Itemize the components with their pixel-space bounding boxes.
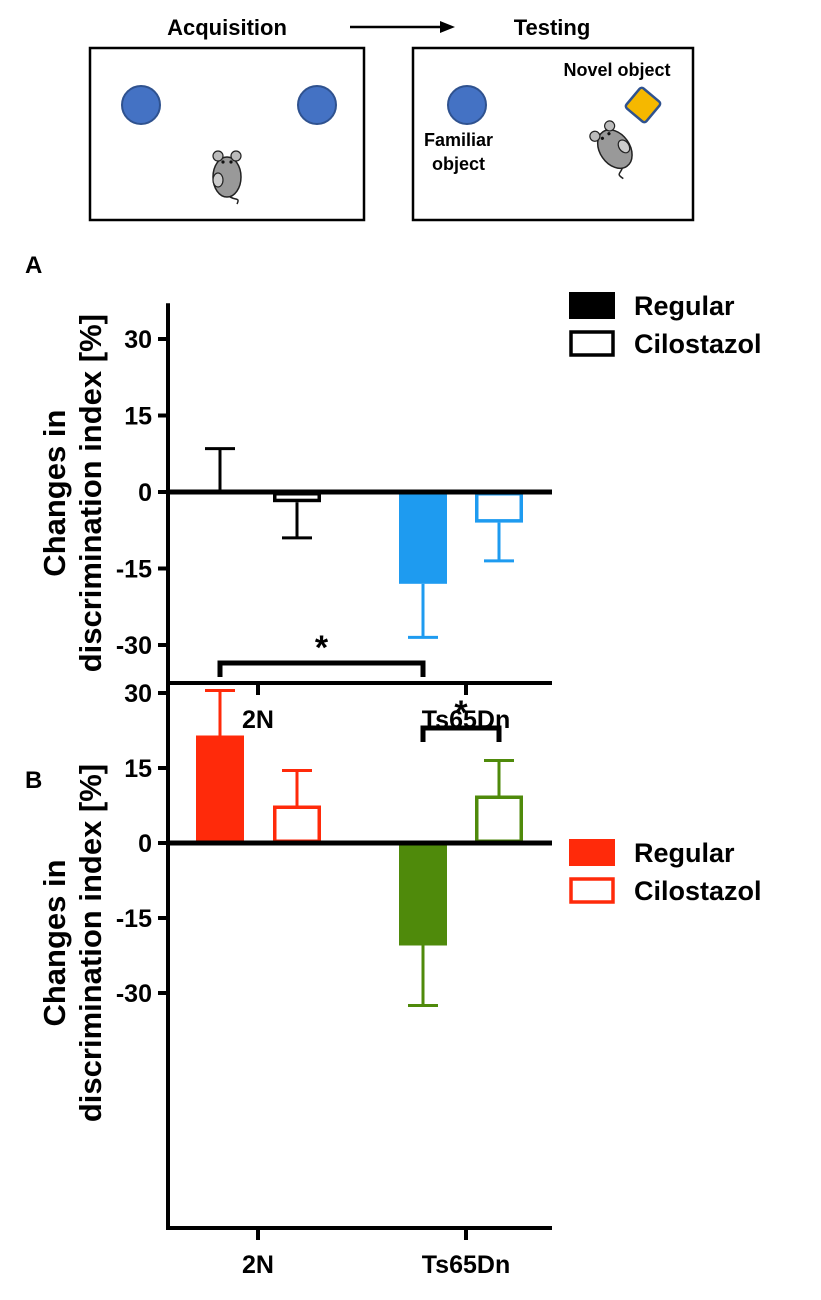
testing-label: Testing [514, 15, 591, 40]
y-tick-label: 15 [124, 755, 152, 783]
mouse-icon-testing [589, 120, 633, 180]
x-tick-label: 2N [242, 1251, 274, 1279]
acquisition-label: Acquisition [167, 15, 287, 40]
legend-label: Regular [634, 838, 735, 868]
x-tick-label: Ts65Dn [422, 1251, 510, 1279]
object-circle-left [121, 85, 161, 125]
y-axis-label: Changes in discrimination index [%] [37, 314, 108, 672]
arrow-head-icon [440, 21, 455, 33]
legend-swatch [569, 292, 615, 319]
y-axis-label: Changes in discrimination index [%] [37, 764, 108, 1122]
significance-label: * [454, 694, 468, 732]
novel-object-diamond [624, 86, 662, 124]
familiar-label-line1: Familiar [424, 130, 493, 150]
significance-label: * [315, 629, 329, 667]
panel-label-b: B [25, 767, 42, 794]
familiar-object-circle [447, 85, 487, 125]
y-tick-label: 30 [124, 326, 152, 354]
legend-swatch [569, 839, 615, 866]
significance-bracket [217, 660, 426, 677]
legend-swatch [569, 877, 615, 904]
significance-bracket [420, 725, 502, 742]
y-axis-label-line2: discrimination index [%] [73, 764, 108, 1122]
y-tick-label: -30 [116, 632, 152, 660]
y-tick-label: -15 [116, 556, 152, 584]
y-tick-label: -15 [116, 905, 152, 933]
legend-label: Cilostazol [634, 329, 762, 359]
legend-label: Regular [634, 291, 735, 321]
acquisition-arena [88, 46, 366, 222]
y-tick-label: 30 [124, 680, 152, 708]
y-tick-label: 0 [138, 830, 152, 858]
chart-panel-b: 30 15 0 -15 -30 2N Ts65Dn Changes in discriminat… [37, 629, 762, 1279]
y-axis-label-line1: Changes in [37, 410, 72, 577]
y-axis-label-line1: Changes in [37, 859, 72, 1026]
bar [273, 492, 321, 503]
x-tick-label: 2N [242, 706, 274, 734]
bar [273, 805, 321, 843]
y-tick-label: 0 [138, 479, 152, 507]
novel-object-label: Novel object [563, 60, 670, 80]
testing-arena [411, 46, 695, 222]
bar [196, 735, 244, 843]
mouse-icon [212, 150, 242, 205]
y-axis-label-line2: discrimination index [%] [73, 314, 108, 672]
legend-swatch [569, 330, 615, 357]
object-circle-right [297, 85, 337, 125]
bar [475, 492, 523, 523]
panel-label-a: A [25, 252, 42, 279]
y-tick-label: 15 [124, 403, 152, 431]
bar [475, 795, 523, 843]
schematic: Acquisition Testing Familiar object Nove… [88, 15, 695, 222]
legend-label: Cilostazol [634, 876, 762, 906]
y-tick-label: -30 [116, 980, 152, 1008]
bar [399, 843, 447, 946]
familiar-label-line2: object [432, 154, 485, 174]
bar [399, 492, 447, 584]
